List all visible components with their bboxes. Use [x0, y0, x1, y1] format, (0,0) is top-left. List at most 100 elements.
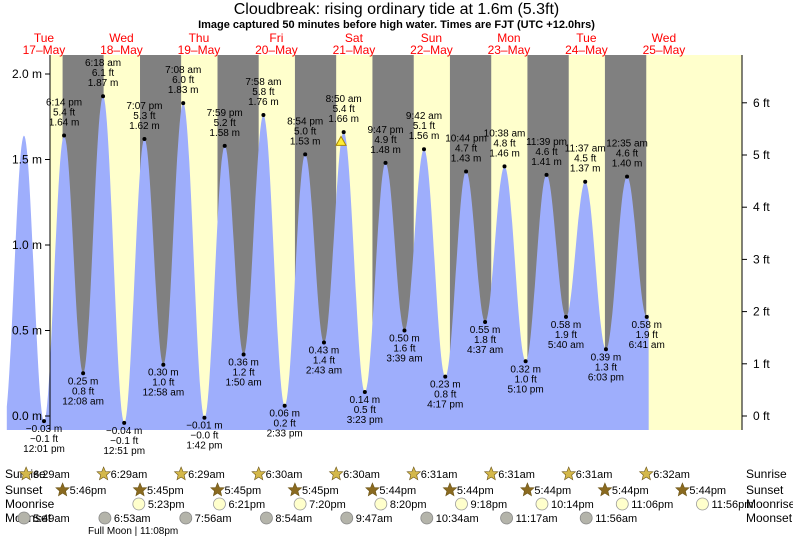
sunset-time: 5:44pm	[612, 485, 649, 497]
sunrise-time: 6:30am	[343, 469, 380, 481]
tide-extreme-label: 5.4 ft	[53, 108, 75, 119]
tide-extreme-label: 1.83 m	[168, 85, 199, 96]
tide-extreme-label: 7:58 am	[245, 77, 281, 88]
tide-extreme-point	[523, 359, 528, 364]
tide-extreme-label: 6:18 am	[85, 58, 121, 69]
day-date: 21–May	[333, 43, 376, 57]
moonrise-icon	[696, 497, 709, 511]
tide-extreme-label: 11:37 am	[565, 144, 606, 155]
tide-extreme-point	[563, 314, 568, 319]
moonset-icon	[260, 511, 273, 525]
tide-extreme-label: 4.9 ft	[374, 135, 396, 146]
tide-extreme-label: 0.14 m	[350, 395, 381, 406]
moonrise-icon	[615, 497, 629, 511]
tide-extreme-label: 4.5 ft	[574, 154, 596, 165]
tide-extreme-label: 0.06 m	[269, 409, 300, 420]
tide-area-path	[6, 96, 649, 431]
day-date: 17–May	[23, 43, 66, 57]
sunrise-time: 6:30am	[266, 469, 303, 481]
day-name: Mon	[497, 31, 520, 45]
row-label-left-sunset: Sunset	[5, 483, 43, 497]
moonrise-time: 10:14pm	[551, 499, 594, 511]
tide-extreme-label: −0.03 m	[26, 424, 62, 435]
tide-extreme-label: 4.6 ft	[616, 149, 638, 160]
sunset-time: 5:44pm	[689, 485, 726, 497]
moonrise-icon	[213, 497, 226, 511]
tide-extreme-label: 1.53 m	[290, 136, 321, 147]
tide-extreme-label: 9:42 am	[406, 111, 442, 122]
tide-extreme-label: 4.7 ft	[455, 143, 477, 154]
sunset-star-icon	[442, 482, 458, 497]
tide-extreme-label: 0.43 m	[309, 345, 340, 356]
row-label-right-moonset: Moonset	[746, 511, 793, 525]
sunrise-star-icon	[251, 466, 267, 481]
sunset-star-icon	[520, 482, 535, 497]
tide-extreme-label: 1.4 ft	[313, 355, 335, 366]
tide-extreme-label: −0.04 m	[106, 426, 142, 437]
moonset-icon	[500, 511, 513, 525]
tide-extreme-point	[502, 164, 507, 169]
moonrise-time: 5:23pm	[148, 499, 185, 511]
tide-extreme-label: 1.6 ft	[393, 344, 415, 355]
tide-extreme-point	[544, 172, 549, 177]
tide-extreme-point	[644, 314, 649, 319]
tide-extreme-point	[321, 340, 326, 345]
tide-extreme-label: 6:03 pm	[588, 372, 624, 383]
tide-extreme-point	[42, 419, 47, 424]
y-tick-label-m: 0.0 m	[12, 409, 42, 423]
tide-extreme-point	[241, 352, 246, 357]
tide-extreme-point	[583, 179, 588, 184]
tide-extreme-label: 0.32 m	[510, 364, 541, 375]
tide-extreme-label: 6.1 ft	[92, 68, 114, 79]
tide-extreme-point	[62, 133, 67, 138]
tide-extreme-label: 7:08 am	[165, 65, 201, 76]
moonrise-icon	[535, 497, 549, 511]
tide-extreme-label: 1.43 m	[451, 153, 482, 164]
tide-extreme-label: 0.39 m	[591, 352, 622, 363]
tide-extreme-label: 1.8 ft	[474, 335, 496, 346]
tide-extreme-label: 2:43 am	[306, 365, 342, 376]
tide-extreme-label: 1.64 m	[49, 118, 80, 129]
sunrise-star-icon	[483, 466, 499, 481]
tide-extreme-label: 1.58 m	[209, 128, 240, 139]
tide-extreme-point	[464, 169, 469, 174]
tide-extreme-label: 1.56 m	[409, 131, 440, 142]
moonrise-time: 6:21pm	[228, 499, 265, 511]
tide-extreme-label: 1.41 m	[531, 157, 562, 168]
moonset-time: 5:49am	[33, 513, 70, 525]
chart-subtitle: Image captured 50 minutes before high wa…	[198, 19, 595, 31]
day-date: 19–May	[178, 43, 221, 57]
day-date: 20–May	[255, 43, 298, 57]
moonrise-time: 9:18pm	[470, 499, 507, 511]
tide-extreme-label: 1.3 ft	[595, 362, 617, 373]
tide-extreme-label: 4:17 pm	[427, 400, 463, 411]
tide-extreme-label: 1.37 m	[570, 164, 601, 175]
chart-title: Cloudbreak: rising ordinary tide at 1.6m…	[233, 1, 560, 18]
current-tide-triangle	[335, 135, 347, 146]
tide-extreme-point	[122, 420, 127, 425]
tide-extreme-label: −0.0 ft	[190, 431, 218, 442]
moonset-time: 10:34am	[436, 513, 479, 525]
sunset-star-icon	[132, 482, 148, 497]
tide-extreme-point	[222, 143, 227, 148]
sunrise-star-icon	[561, 466, 577, 481]
current-tide-marker	[335, 135, 347, 146]
tide-extreme-label: 3:23 pm	[347, 415, 383, 426]
tide-extreme-point	[383, 160, 388, 165]
day-name: Sat	[345, 31, 364, 45]
sunrise-star-icon	[18, 466, 34, 481]
sunset-time: 5:44pm	[379, 485, 416, 497]
sunrise-time: 6:31am	[421, 469, 458, 481]
row-label-right-moonrise: Moonrise	[746, 497, 793, 511]
y-tick-label-ft: 3 ft	[753, 252, 770, 266]
tide-extreme-label: 12:51 pm	[103, 446, 145, 457]
day-date: 24–May	[565, 43, 608, 57]
tide-extreme-point	[81, 371, 86, 376]
tide-extreme-label: 12:01 pm	[23, 444, 65, 455]
tide-extreme-label: 1.0 ft	[152, 378, 174, 389]
tide-extreme-label: 6:41 am	[629, 340, 665, 351]
y-tick-label-ft: 0 ft	[753, 409, 770, 423]
tide-extreme-label: 9:47 pm	[367, 125, 403, 136]
tide-extreme-label: 5.1 ft	[413, 121, 435, 132]
tide-extreme-label: 5:10 pm	[508, 384, 544, 395]
